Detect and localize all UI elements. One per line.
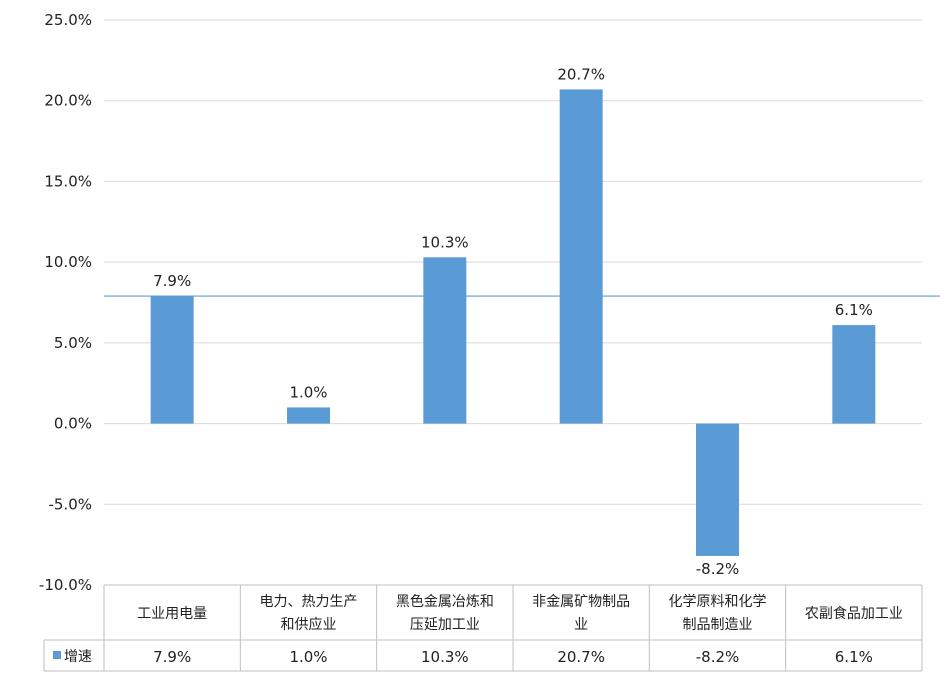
table-value: 20.7% [557, 648, 605, 666]
bars [150, 89, 876, 556]
gridlines [104, 19, 922, 505]
table-value: 1.0% [289, 648, 327, 666]
category-label: 压延加工业 [410, 617, 480, 633]
data-label: 10.3% [421, 233, 469, 251]
bar [696, 423, 739, 556]
category-label: 黑色金属冶炼和 [396, 593, 494, 610]
category-label: 化学原料和化学 [669, 594, 767, 610]
category-label: 农副食品加工业 [805, 605, 903, 622]
y-axis-ticks: 25.0% 20.0% 15.0% 10.0% 5.0% 0.0% -5.0% -10.0% [39, 11, 92, 594]
bar [423, 257, 467, 424]
y-tick-label: 15.0% [44, 172, 92, 190]
table-value: 7.9% [153, 648, 191, 666]
category-label: 和供应业 [281, 616, 337, 633]
data-label: 7.9% [153, 272, 191, 290]
y-tick-label: 5.0% [54, 334, 92, 352]
table-value: -8.2% [696, 648, 740, 666]
y-tick-label: 10.0% [44, 253, 92, 271]
category-label: 非金属矿物制品 [532, 594, 630, 610]
y-tick-label: -10.0% [39, 576, 92, 594]
legend-label: 增速 [64, 649, 92, 665]
y-tick-label: 0.0% [54, 415, 92, 433]
bar [287, 407, 330, 424]
category-label: 工业用电量 [137, 606, 207, 622]
category-label: 电力、热力生产 [260, 594, 358, 610]
category-label: 制品制造业 [683, 617, 753, 633]
y-tick-label: 25.0% [44, 11, 92, 29]
bar [559, 89, 603, 424]
data-label: -8.2% [696, 560, 740, 578]
category-label: 业 [574, 617, 588, 633]
data-label: 20.7% [557, 65, 605, 83]
bar [832, 325, 876, 424]
y-tick-label: -5.0% [48, 495, 92, 513]
table-value: 6.1% [835, 648, 873, 666]
table-value: 10.3% [421, 648, 469, 666]
data-label: 6.1% [835, 301, 873, 319]
data-labels: 7.9% 1.0% 10.3% 20.7% -8.2% 6.1% [153, 65, 873, 578]
bar [150, 296, 194, 424]
y-tick-label: 20.0% [44, 92, 92, 110]
data-label: 1.0% [289, 383, 327, 401]
legend-swatch [53, 651, 61, 659]
